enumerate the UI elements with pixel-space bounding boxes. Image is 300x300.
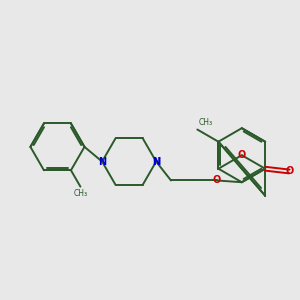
Text: O: O [285,167,293,176]
Text: CH₃: CH₃ [199,118,213,127]
Text: CH₃: CH₃ [73,189,88,198]
Text: N: N [98,157,106,166]
Text: N: N [152,157,160,166]
Text: N: N [152,157,160,166]
Text: O: O [238,150,246,160]
Text: O: O [213,176,221,185]
